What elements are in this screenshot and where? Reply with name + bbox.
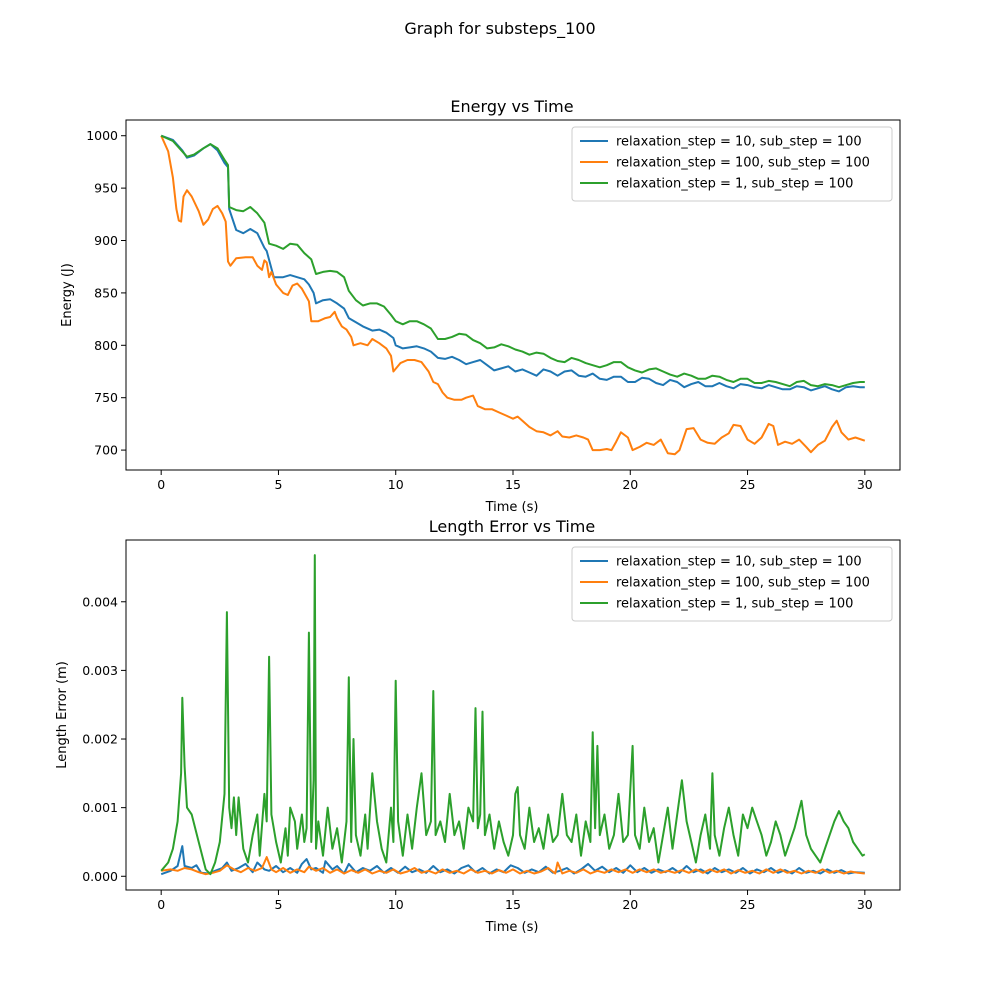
length-error-legend-box [571, 546, 893, 622]
energy-xtick-label: 5 [274, 477, 282, 492]
energy-ytick-label: 850 [94, 285, 118, 300]
energy-chart-xlabel: Time (s) [485, 500, 539, 515]
energy-legend-label-3: relaxation_step = 1, sub_step = 100 [616, 177, 853, 192]
energy-ytick-label: 800 [94, 338, 118, 353]
length-error-xtick-label: 5 [274, 897, 282, 912]
length-error-ytick-label: 0.003 [82, 663, 118, 678]
length-error-legend-label-1: relaxation_step = 10, sub_step = 100 [616, 555, 862, 570]
length-error-xtick-label: 0 [157, 897, 165, 912]
length-error-ytick-label: 0.000 [82, 869, 118, 884]
energy-chart-title: Energy vs Time [450, 97, 573, 116]
energy-series-1-line [160, 134, 865, 393]
energy-xtick-label: 25 [740, 477, 756, 492]
energy-xtick-label: 0 [157, 477, 165, 492]
length-error-series-2-line [161, 856, 865, 876]
length-error-xtick-label: 15 [505, 897, 521, 912]
energy-xtick-label: 10 [388, 477, 404, 492]
energy-ytick-label: 700 [94, 443, 118, 458]
length-error-chart-title: Length Error vs Time [429, 517, 595, 536]
energy-xtick-label: 20 [622, 477, 638, 492]
length-error-ytick-label: 0.002 [82, 732, 118, 747]
energy-ytick-label: 750 [94, 390, 118, 405]
energy-legend: relaxation_step = 10, sub_step = 100 rela… [571, 126, 893, 202]
energy-ytick-label: 1000 [86, 128, 118, 143]
length-error-legend: relaxation_step = 10, sub_step = 100 rela… [571, 546, 893, 622]
energy-series-3-line [160, 134, 865, 389]
length-error-legend-label-2: relaxation_step = 100, sub_step = 100 [616, 576, 870, 591]
energy-legend-box [571, 126, 893, 202]
length-error-ytick-label: 0.004 [82, 594, 118, 609]
length-error-xtick-label: 30 [857, 897, 873, 912]
energy-series-2-line [160, 135, 866, 456]
length-error-ytick-label: 0.001 [82, 800, 118, 815]
energy-legend-label-1: relaxation_step = 10, sub_step = 100 [616, 135, 862, 150]
length-error-xtick-label: 20 [622, 897, 638, 912]
energy-ytick-label: 900 [94, 233, 118, 248]
energy-xtick-label: 30 [857, 477, 873, 492]
energy-chart-ylabel: Energy (J) [60, 263, 75, 327]
length-error-xtick-label: 10 [388, 897, 404, 912]
length-error-legend-label-3: relaxation_step = 1, sub_step = 100 [616, 597, 853, 612]
energy-xtick-label: 15 [505, 477, 521, 492]
length-error-chart: Length Error vs Time Time (s) Length Err… [55, 517, 901, 935]
energy-chart: Energy vs Time Time (s) Energy (J) 0 5 10 1… [60, 97, 901, 515]
length-error-chart-ylabel: Length Error (m) [55, 661, 70, 769]
length-error-chart-xlabel: Time (s) [485, 920, 539, 935]
length-error-series-3-line [160, 554, 866, 876]
figure-suptitle: Graph for substeps_100 [404, 19, 595, 39]
length-error-xtick-label: 25 [740, 897, 756, 912]
energy-ytick-label: 950 [94, 181, 118, 196]
energy-legend-label-2: relaxation_step = 100, sub_step = 100 [616, 156, 870, 171]
